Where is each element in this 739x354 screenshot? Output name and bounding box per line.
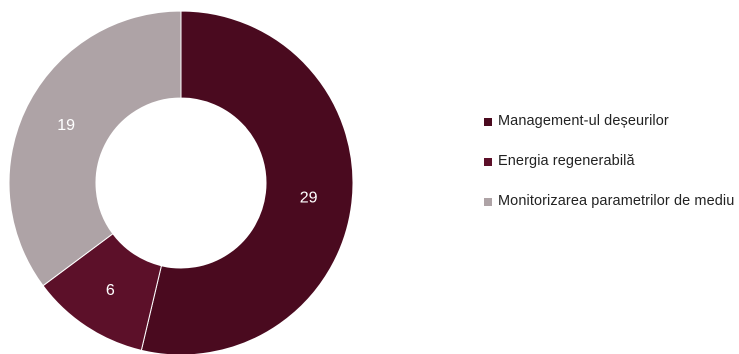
legend-label-waste-management: Management-ul deșeurilor <box>498 113 669 129</box>
legend-swatch-environmental-monitoring <box>484 198 492 206</box>
legend-swatch-waste-management <box>484 118 492 126</box>
legend: Management-ul deșeurilor Energia regener… <box>484 113 739 233</box>
slice-waste-management <box>140 10 354 354</box>
slice-environmental-monitoring <box>8 10 182 287</box>
slice-value-label-environmental-monitoring: 19 <box>57 117 75 134</box>
slice-value-label-renewable-energy: 6 <box>106 282 115 299</box>
legend-item-environmental-monitoring: Monitorizarea parametrilor de mediu <box>484 193 739 210</box>
legend-item-renewable-energy: Energia regenerabilă <box>484 153 739 170</box>
slice-value-label-waste-management: 29 <box>300 189 318 206</box>
legend-item-waste-management: Management-ul deșeurilor <box>484 113 739 130</box>
legend-label-environmental-monitoring: Monitorizarea parametrilor de mediu <box>498 193 735 209</box>
legend-label-renewable-energy: Energia regenerabilă <box>498 153 635 169</box>
legend-swatch-renewable-energy <box>484 158 492 166</box>
